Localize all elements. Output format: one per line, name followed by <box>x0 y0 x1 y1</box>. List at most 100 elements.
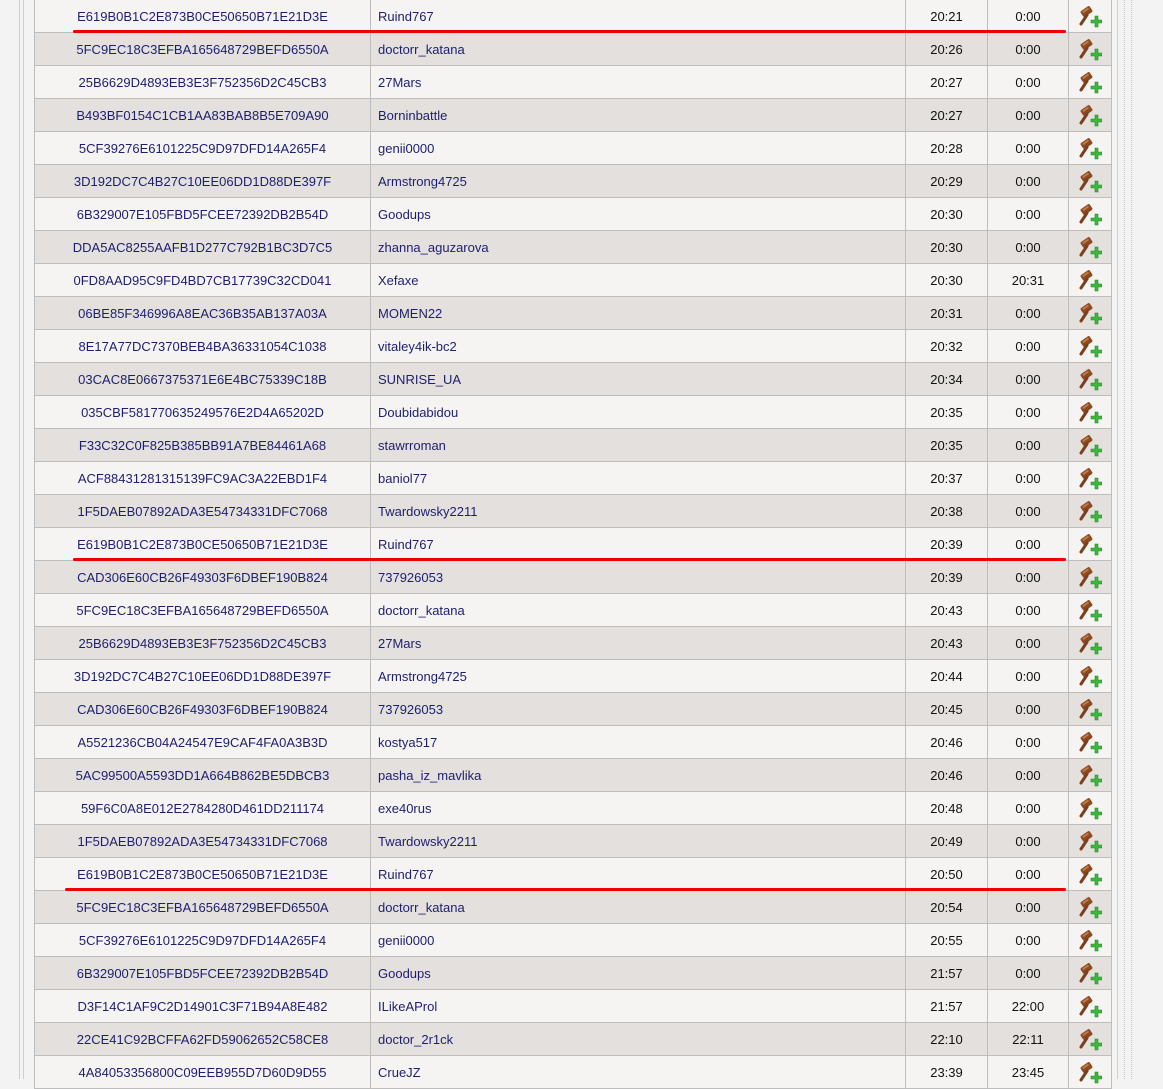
player-hash: DDA5AC8255AAFB1D277C792B1BC3D7C5 <box>34 230 371 264</box>
table-row: 035CBF581770635249576E2D4A65202D Doubida… <box>34 395 1112 429</box>
player-hash: E619B0B1C2E873B0CE50650B71E21D3E <box>34 857 371 891</box>
red-underline-annotation <box>73 558 1066 561</box>
ban-button[interactable] <box>1068 560 1112 594</box>
end-time: 0:00 <box>987 692 1069 726</box>
start-time: 20:39 <box>905 527 988 561</box>
ban-button[interactable] <box>1068 659 1112 693</box>
ban-button[interactable] <box>1068 230 1112 264</box>
start-time: 21:57 <box>905 989 988 1023</box>
ban-button[interactable] <box>1068 824 1112 858</box>
player-hash: 22CE41C92BCFFA62FD59062652C58CE8 <box>34 1022 371 1056</box>
ban-button[interactable] <box>1068 626 1112 660</box>
player-name: doctorr_katana <box>370 32 906 66</box>
player-name: Ruind767 <box>370 0 906 33</box>
ban-button[interactable] <box>1068 296 1112 330</box>
player-hash: CAD306E60CB26F49303F6DBEF190B824 <box>34 692 371 726</box>
player-name: ILikeAProl <box>370 989 906 1023</box>
start-time: 20:48 <box>905 791 988 825</box>
ban-button[interactable] <box>1068 593 1112 627</box>
table-row: 8E17A77DC7370BEB4BA36331054C1038 vitaley… <box>34 329 1112 363</box>
end-time: 20:31 <box>987 263 1069 297</box>
ban-button[interactable] <box>1068 164 1112 198</box>
player-hash: 0FD8AAD95C9FD4BD7CB17739C32CD041 <box>34 263 371 297</box>
ban-button[interactable] <box>1068 131 1112 165</box>
player-hash: F33C32C0F825B385BB91A7BE84461A68 <box>34 428 371 462</box>
player-name: SUNRISE_UA <box>370 362 906 396</box>
player-hash: A5521236CB04A24547E9CAF4FA0A3B3D <box>34 725 371 759</box>
ban-button[interactable] <box>1068 197 1112 231</box>
start-time: 20:55 <box>905 923 988 957</box>
player-name: CrueJZ <box>370 1055 906 1089</box>
ban-button[interactable] <box>1068 329 1112 363</box>
ban-button[interactable] <box>1068 0 1112 33</box>
player-hash: E619B0B1C2E873B0CE50650B71E21D3E <box>34 0 371 33</box>
end-time: 0:00 <box>987 824 1069 858</box>
player-hash: 035CBF581770635249576E2D4A65202D <box>34 395 371 429</box>
table-row: 5AC99500A5593DD1A664B862BE5DBCB3 pasha_i… <box>34 758 1112 792</box>
table-row: B493BF0154C1CB1AA83BAB8B5E709A90 Borninb… <box>34 98 1112 132</box>
end-time: 0:00 <box>987 395 1069 429</box>
gavel-add-icon <box>1078 369 1102 391</box>
table-row: 59F6C0A8E012E2784280D461DD211174 exe40ru… <box>34 791 1112 825</box>
ban-button[interactable] <box>1068 65 1112 99</box>
player-hash: 5FC9EC18C3EFBA165648729BEFD6550A <box>34 890 371 924</box>
start-time: 20:43 <box>905 626 988 660</box>
player-hash: 1F5DAEB07892ADA3E54734331DFC7068 <box>34 824 371 858</box>
ban-button[interactable] <box>1068 923 1112 957</box>
gavel-add-icon <box>1078 336 1102 358</box>
end-time: 0:00 <box>987 494 1069 528</box>
scrollbar[interactable] <box>1124 0 1132 1079</box>
end-time: 0:00 <box>987 626 1069 660</box>
player-name: Armstrong4725 <box>370 164 906 198</box>
ban-button[interactable] <box>1068 956 1112 990</box>
start-time: 20:26 <box>905 32 988 66</box>
ban-button[interactable] <box>1068 791 1112 825</box>
player-name: baniol77 <box>370 461 906 495</box>
gavel-add-icon <box>1078 303 1102 325</box>
end-time: 0:00 <box>987 164 1069 198</box>
ban-button[interactable] <box>1068 890 1112 924</box>
player-hash: B493BF0154C1CB1AA83BAB8B5E709A90 <box>34 98 371 132</box>
ban-button[interactable] <box>1068 692 1112 726</box>
start-time: 22:10 <box>905 1022 988 1056</box>
player-hash: 25B6629D4893EB3E3F752356D2C45CB3 <box>34 65 371 99</box>
table-row: 06BE85F346996A8EAC36B35AB137A03A MOMEN22… <box>34 296 1112 330</box>
ban-button[interactable] <box>1068 494 1112 528</box>
end-time: 0:00 <box>987 461 1069 495</box>
gavel-add-icon <box>1078 864 1102 886</box>
ban-button[interactable] <box>1068 989 1112 1023</box>
ban-button[interactable] <box>1068 758 1112 792</box>
ban-button[interactable] <box>1068 725 1112 759</box>
gavel-add-icon <box>1078 171 1102 193</box>
ban-button[interactable] <box>1068 428 1112 462</box>
start-time: 20:28 <box>905 131 988 165</box>
ban-button[interactable] <box>1068 263 1112 297</box>
ban-button[interactable] <box>1068 1055 1112 1089</box>
player-hash: 3D192DC7C4B27C10EE06DD1D88DE397F <box>34 164 371 198</box>
gavel-add-icon <box>1078 72 1102 94</box>
ban-button[interactable] <box>1068 395 1112 429</box>
ban-button[interactable] <box>1068 461 1112 495</box>
player-name: genii0000 <box>370 131 906 165</box>
gavel-add-icon <box>1078 732 1102 754</box>
gavel-add-icon <box>1078 567 1102 589</box>
table-row: CAD306E60CB26F49303F6DBEF190B824 7379260… <box>34 560 1112 594</box>
end-time: 0:00 <box>987 560 1069 594</box>
table-row: A5521236CB04A24547E9CAF4FA0A3B3D kostya5… <box>34 725 1112 759</box>
player-hash: D3F14C1AF9C2D14901C3F71B94A8E482 <box>34 989 371 1023</box>
table-row: 5FC9EC18C3EFBA165648729BEFD6550A doctorr… <box>34 593 1112 627</box>
table-row: 25B6629D4893EB3E3F752356D2C45CB3 27Mars … <box>34 626 1112 660</box>
ban-button[interactable] <box>1068 32 1112 66</box>
end-time: 0:00 <box>987 428 1069 462</box>
ban-button[interactable] <box>1068 527 1112 561</box>
page-border-right <box>1117 0 1118 1079</box>
player-hash: 3D192DC7C4B27C10EE06DD1D88DE397F <box>34 659 371 693</box>
player-hash: 03CAC8E0667375371E6E4BC75339C18B <box>34 362 371 396</box>
ban-button[interactable] <box>1068 98 1112 132</box>
table-row: 0FD8AAD95C9FD4BD7CB17739C32CD041 Xefaxe … <box>34 263 1112 297</box>
ban-button[interactable] <box>1068 1022 1112 1056</box>
ban-button[interactable] <box>1068 362 1112 396</box>
start-time: 20:35 <box>905 395 988 429</box>
ban-button[interactable] <box>1068 857 1112 891</box>
table-row: E619B0B1C2E873B0CE50650B71E21D3E Ruind76… <box>34 857 1112 891</box>
